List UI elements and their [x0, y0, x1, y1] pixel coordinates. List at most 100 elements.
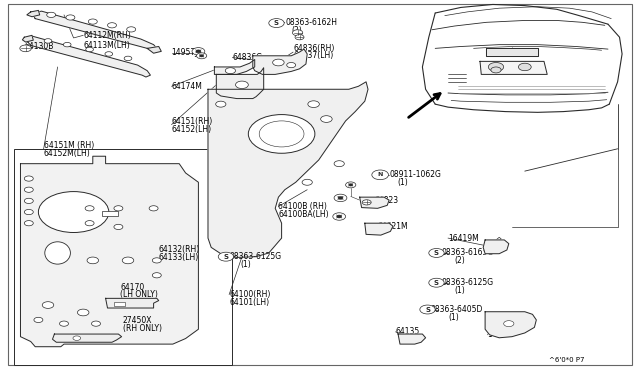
Bar	[114, 302, 125, 306]
Circle shape	[122, 257, 134, 264]
Circle shape	[292, 30, 303, 36]
Text: 64837(LH): 64837(LH)	[293, 51, 333, 60]
Circle shape	[24, 221, 33, 226]
Circle shape	[152, 258, 161, 263]
Circle shape	[346, 182, 356, 188]
Circle shape	[236, 81, 248, 89]
Circle shape	[518, 63, 531, 71]
Circle shape	[86, 47, 93, 52]
Circle shape	[92, 321, 100, 326]
Circle shape	[302, 179, 312, 185]
Text: 64130B: 64130B	[24, 42, 54, 51]
Polygon shape	[32, 11, 157, 50]
Text: 64823: 64823	[374, 196, 399, 205]
Circle shape	[295, 35, 304, 40]
Circle shape	[200, 55, 204, 57]
Text: 64151M (RH): 64151M (RH)	[44, 141, 94, 150]
Circle shape	[287, 62, 296, 68]
Text: 64152(LH): 64152(LH)	[172, 125, 212, 134]
Text: 64133(LH): 64133(LH)	[159, 253, 199, 262]
Text: (1): (1)	[397, 178, 408, 187]
Polygon shape	[485, 312, 536, 338]
Circle shape	[38, 192, 109, 232]
Circle shape	[196, 50, 201, 53]
Circle shape	[127, 27, 136, 32]
Text: (LH ONLY): (LH ONLY)	[120, 290, 158, 299]
Text: 08911-1062G: 08911-1062G	[389, 170, 441, 179]
Circle shape	[349, 184, 353, 186]
Text: 64170: 64170	[120, 283, 145, 292]
Circle shape	[308, 101, 319, 108]
Circle shape	[248, 115, 315, 153]
Circle shape	[429, 278, 444, 287]
Circle shape	[24, 187, 33, 192]
Polygon shape	[20, 156, 198, 347]
Text: S: S	[434, 280, 439, 286]
Polygon shape	[253, 49, 307, 74]
Circle shape	[105, 52, 113, 56]
Circle shape	[44, 39, 52, 43]
Circle shape	[321, 116, 332, 122]
Text: 64836G: 64836G	[232, 53, 262, 62]
Text: (1): (1)	[240, 260, 251, 269]
Circle shape	[63, 42, 71, 47]
Circle shape	[333, 213, 346, 220]
Circle shape	[85, 206, 94, 211]
Text: 64112M(RH): 64112M(RH)	[83, 31, 131, 40]
Circle shape	[192, 48, 205, 55]
Polygon shape	[365, 223, 393, 235]
Text: S: S	[434, 250, 439, 256]
Circle shape	[24, 176, 33, 181]
Circle shape	[152, 273, 161, 278]
Circle shape	[429, 248, 444, 257]
Text: S: S	[223, 254, 228, 260]
Text: 27450X: 27450X	[123, 316, 152, 325]
Text: 64821M: 64821M	[378, 222, 408, 231]
Text: 16419M: 16419M	[448, 234, 479, 243]
Circle shape	[196, 53, 207, 59]
Text: 64100B (RH): 64100B (RH)	[278, 202, 327, 211]
Text: 64151(RH): 64151(RH)	[172, 117, 212, 126]
Circle shape	[124, 56, 132, 61]
Circle shape	[491, 67, 501, 73]
Circle shape	[149, 206, 158, 211]
Circle shape	[42, 302, 54, 308]
Text: 64152M(LH): 64152M(LH)	[44, 149, 90, 158]
Bar	[14, 149, 232, 365]
Text: 08363-6165G: 08363-6165G	[442, 248, 494, 257]
Polygon shape	[216, 68, 264, 99]
Polygon shape	[398, 334, 426, 344]
Text: (2): (2)	[291, 26, 302, 35]
Circle shape	[216, 101, 226, 107]
Text: 64836(RH): 64836(RH)	[293, 44, 335, 53]
Text: 64113M(LH): 64113M(LH)	[83, 41, 130, 50]
Circle shape	[85, 221, 94, 226]
Circle shape	[269, 19, 284, 28]
Ellipse shape	[45, 242, 70, 264]
Circle shape	[87, 257, 99, 264]
Circle shape	[420, 305, 435, 314]
Polygon shape	[24, 36, 150, 77]
Text: (1): (1)	[454, 286, 465, 295]
Circle shape	[334, 194, 347, 202]
Polygon shape	[483, 240, 509, 254]
Polygon shape	[480, 61, 547, 74]
Circle shape	[114, 206, 123, 211]
Text: N: N	[378, 172, 383, 177]
Text: 64100(RH): 64100(RH)	[229, 290, 271, 299]
Text: (RH ONLY): (RH ONLY)	[123, 324, 162, 333]
Text: 08363-6125G: 08363-6125G	[442, 278, 493, 287]
Text: 14952: 14952	[488, 330, 512, 339]
Circle shape	[77, 309, 89, 316]
Polygon shape	[106, 298, 159, 308]
Text: 64135: 64135	[396, 327, 420, 336]
Circle shape	[60, 321, 68, 326]
Circle shape	[20, 45, 31, 52]
Circle shape	[504, 321, 514, 327]
Circle shape	[114, 224, 123, 230]
Circle shape	[259, 121, 304, 147]
Text: (2): (2)	[454, 256, 465, 265]
Polygon shape	[214, 60, 255, 74]
Circle shape	[334, 161, 344, 167]
Polygon shape	[27, 10, 40, 17]
